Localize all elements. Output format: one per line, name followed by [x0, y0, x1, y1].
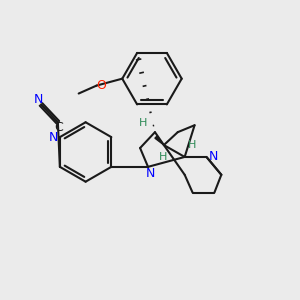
- Text: N: N: [209, 150, 218, 164]
- Text: H: H: [139, 118, 147, 128]
- Text: H: H: [159, 152, 167, 162]
- Text: H: H: [188, 140, 196, 150]
- Text: N: N: [145, 167, 155, 180]
- Text: N: N: [49, 130, 58, 144]
- Text: O: O: [97, 79, 106, 92]
- Text: C: C: [55, 121, 63, 134]
- Polygon shape: [155, 136, 164, 145]
- Text: N: N: [33, 93, 43, 106]
